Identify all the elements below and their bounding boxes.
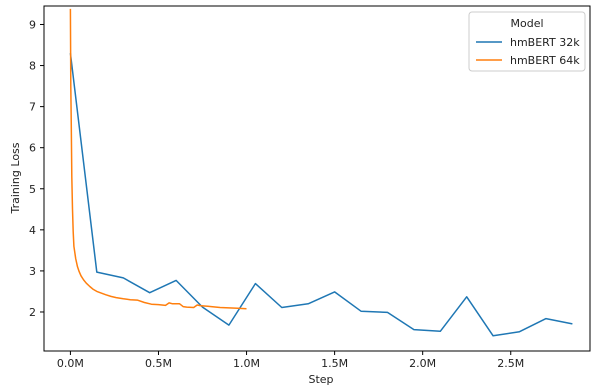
x-tick-label: 2.0M — [409, 357, 436, 370]
y-tick-label: 5 — [29, 183, 36, 196]
y-tick-label: 6 — [29, 142, 36, 155]
y-tick-label: 8 — [29, 60, 36, 73]
legend: Model hmBERT 32k hmBERT 64k — [468, 11, 586, 72]
x-tick-label: 0.5M — [145, 357, 172, 370]
y-tick-label: 4 — [29, 224, 36, 237]
y-tick-label: 7 — [29, 101, 36, 114]
legend-box — [468, 11, 586, 72]
legend-label-hmbert-32k: hmBERT 32k — [510, 36, 580, 49]
plot-area-frame — [43, 5, 591, 352]
legend-title: Model — [510, 17, 543, 30]
x-tick-label: 0.0M — [57, 357, 84, 370]
series-line-hmbert-64k — [69, 8, 247, 310]
x-tick-label: 1.5M — [321, 357, 348, 370]
y-axis-label: Training Loss — [9, 142, 22, 214]
series-layer — [69, 8, 573, 337]
x-axis-label: Step — [308, 373, 333, 386]
legend-label-hmbert-64k: hmBERT 64k — [510, 54, 580, 67]
series-line-hmbert-32k — [69, 53, 573, 337]
x-tick-label: 2.5M — [497, 357, 524, 370]
y-tick-label: 3 — [29, 265, 36, 278]
y-tick-label: 9 — [29, 18, 36, 31]
ticks-layer: 0.0M 0.5M 1.0M 1.5M 2.0M 2.5M 2 3 4 5 6 7 8 9 — [29, 18, 524, 370]
x-tick-label: 1.0M — [233, 357, 260, 370]
y-tick-label: 2 — [29, 306, 36, 319]
